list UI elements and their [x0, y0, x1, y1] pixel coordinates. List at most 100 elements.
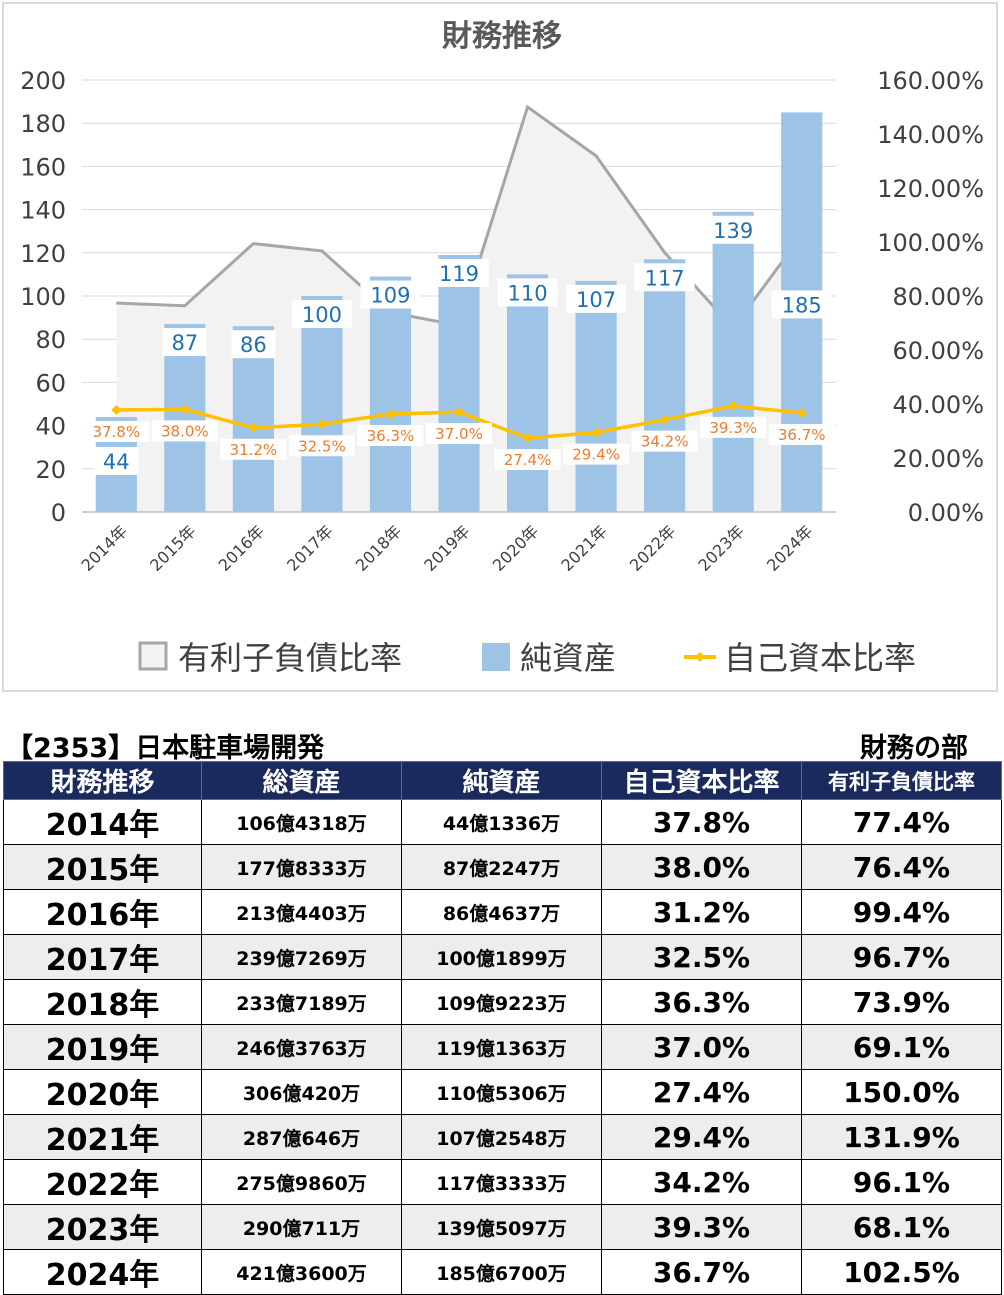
header-debt-ratio: 有利子負債比率	[801, 761, 1002, 800]
cell-year: 2021年	[3, 1114, 202, 1160]
line-value-label: 34.2%	[641, 433, 689, 451]
table-row: 2016年 213億4403万 86億4637万 31.2% 99.4%	[3, 889, 1002, 935]
right-tick-label: 80.00%	[892, 283, 984, 311]
cell-equity-ratio: 32.5%	[601, 934, 802, 980]
legend-marker-equity-ratio	[695, 652, 705, 662]
line-value-label: 38.0%	[161, 422, 209, 440]
cell-total-assets: 306億420万	[201, 1069, 402, 1115]
net-assets-bar	[301, 296, 343, 512]
left-tick-label: 200	[20, 67, 66, 95]
bar-value-label: 86	[240, 333, 267, 357]
bar-value-label: 107	[576, 288, 616, 312]
cell-net-assets: 139億5097万	[401, 1204, 602, 1250]
cell-net-assets: 117億3333万	[401, 1159, 602, 1205]
cell-total-assets: 233億7189万	[201, 979, 402, 1025]
cell-equity-ratio: 38.0%	[601, 844, 802, 890]
bar-label-bg	[497, 278, 558, 307]
equity-ratio-point	[522, 433, 533, 444]
legend-label-net-assets: 純資産	[520, 639, 616, 677]
header-total-assets: 総資産	[201, 761, 402, 800]
bar-value-label: 109	[370, 284, 410, 308]
line-value-label: 36.3%	[367, 427, 415, 445]
debt-ratio-area	[116, 107, 802, 512]
cell-year: 2017年	[3, 934, 202, 980]
table-row: 2018年 233億7189万 109億9223万 36.3% 73.9%	[3, 979, 1002, 1025]
line-value-label: 36.7%	[778, 426, 826, 444]
left-tick-label: 60	[35, 369, 66, 397]
net-assets-bar	[506, 274, 549, 512]
section-label: 財務の部	[860, 733, 968, 764]
equity-ratio-point	[728, 400, 739, 411]
bar-value-label: 185	[782, 293, 822, 317]
right-tick-label: 120.00%	[877, 175, 984, 203]
category-label: 2024年	[763, 521, 817, 575]
category-label: 2021年	[557, 521, 611, 575]
cell-net-assets: 100億1899万	[401, 934, 602, 980]
cell-year: 2024年	[3, 1249, 202, 1295]
table-body: 2014年 106億4318万 44億1336万 37.8% 77.4% 2015年 177…	[3, 799, 1002, 1295]
right-tick-label: 160.00%	[877, 67, 984, 95]
equity-ratio-point	[111, 404, 122, 415]
table-row: 2022年 275億9860万 117億3333万 34.2% 96.1%	[3, 1159, 1002, 1205]
cell-total-assets: 177億8333万	[201, 844, 402, 890]
left-tick-label: 120	[20, 240, 66, 268]
bar-label-bg	[291, 300, 352, 328]
bar-value-label: 110	[507, 281, 547, 305]
line-value-label: 27.4%	[504, 451, 552, 469]
cell-debt-ratio: 96.7%	[801, 934, 1002, 980]
cell-total-assets: 290億711万	[201, 1204, 402, 1250]
equity-ratio-point	[454, 407, 464, 418]
cell-debt-ratio: 76.4%	[801, 844, 1002, 890]
line-label-bg	[700, 416, 767, 438]
line-value-label: 29.4%	[572, 446, 620, 464]
cell-equity-ratio: 36.3%	[601, 979, 802, 1025]
net-assets-bar	[644, 259, 686, 512]
cell-total-assets: 421億3600万	[201, 1249, 402, 1295]
bar-label-bg	[94, 446, 139, 475]
cell-equity-ratio: 34.2%	[601, 1159, 802, 1205]
left-tick-label: 20	[35, 456, 66, 484]
cell-net-assets: 87億2247万	[401, 844, 602, 890]
line-label-bg	[288, 435, 355, 457]
table-heading-row: 【2353】日本駐車場開発 財務の部	[0, 726, 1004, 764]
cell-equity-ratio: 39.3%	[601, 1204, 802, 1250]
table-row: 2015年 177億8333万 87億2247万 38.0% 76.4%	[3, 844, 1002, 890]
equity-ratio-point	[179, 404, 190, 415]
cell-net-assets: 107億2548万	[401, 1114, 602, 1160]
right-tick-label: 20.00%	[892, 445, 984, 473]
category-label: 2020年	[489, 521, 543, 575]
line-value-label: 39.3%	[709, 419, 757, 437]
bar-label-bg	[634, 263, 695, 292]
cell-year: 2018年	[3, 979, 202, 1025]
table-header-row: 財務推移 総資産 純資産 自己資本比率 有利子負債比率	[3, 761, 1002, 800]
category-label: 2019年	[420, 521, 474, 575]
chart-title: 財務推移	[442, 19, 562, 54]
bar-value-label: 87	[171, 331, 198, 355]
cell-year: 2023年	[3, 1204, 202, 1250]
table-row: 2021年 287億646万 107億2548万 29.4% 131.9%	[3, 1114, 1002, 1160]
bar-label-bg	[771, 290, 832, 319]
equity-ratio-point	[591, 427, 602, 438]
header-period: 財務推移	[3, 761, 202, 800]
table-row: 2017年 239億7269万 100億1899万 32.5% 96.7%	[3, 934, 1002, 980]
cell-total-assets: 287億646万	[201, 1114, 402, 1160]
header-equity-ratio: 自己資本比率	[601, 761, 802, 800]
cell-net-assets: 86億4637万	[401, 889, 602, 935]
net-assets-bar	[438, 254, 480, 512]
line-label-bg	[357, 424, 424, 446]
bar-value-label: 117	[645, 266, 685, 290]
bar-value-label: 139	[713, 219, 753, 243]
table-row: 2020年 306億420万 110億5306万 27.4% 150.0%	[3, 1069, 1002, 1115]
cell-equity-ratio: 37.8%	[601, 799, 802, 845]
header-net-assets: 純資産	[401, 761, 602, 800]
right-tick-label: 40.00%	[892, 391, 984, 419]
net-assets-bar	[369, 276, 412, 512]
right-tick-label: 100.00%	[877, 229, 984, 257]
left-tick-label: 80	[35, 326, 66, 354]
bar-label-bg	[429, 258, 489, 287]
net-assets-bar	[575, 280, 617, 512]
cell-year: 2016年	[3, 889, 202, 935]
finance-table: 財務推移 総資産 純資産 自己資本比率 有利子負債比率 2014年 106億431…	[3, 761, 1002, 1295]
category-label: 2016年	[215, 521, 269, 575]
line-label-bg	[220, 438, 287, 460]
